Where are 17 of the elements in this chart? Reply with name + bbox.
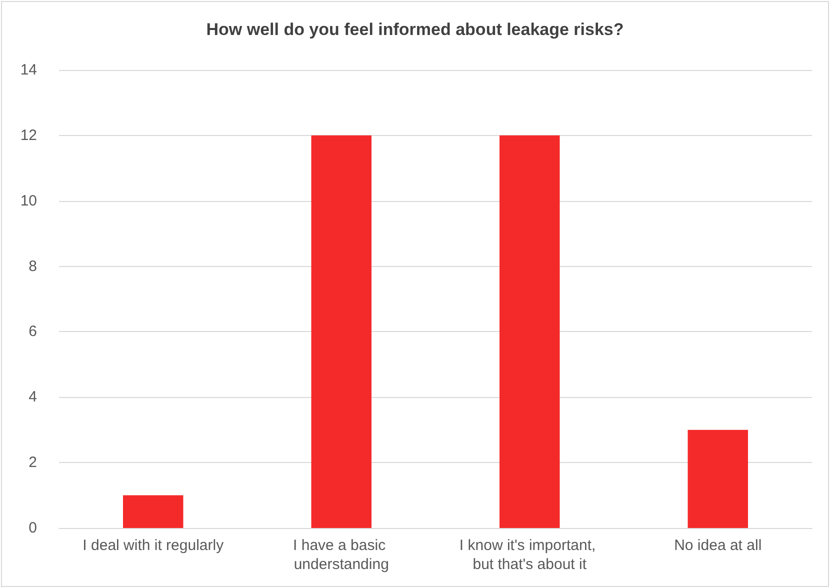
x-tick-label: I deal with it regularly (82, 537, 224, 554)
bar (500, 135, 560, 528)
y-tick-label: 14 (20, 62, 37, 78)
x-tick-label: I have a basic understanding (293, 537, 390, 573)
x-tick-label: No idea at all (674, 537, 762, 554)
y-tick-label: 12 (20, 126, 37, 144)
y-tick-label: 0 (28, 520, 37, 536)
y-tick-label: 6 (28, 323, 37, 340)
y-tick-label: 2 (28, 454, 37, 472)
y-tick-label: 8 (28, 258, 37, 275)
y-tick-label: 10 (20, 192, 37, 210)
chart-title: How well do you feel informed about leakage risks? (206, 20, 624, 39)
bar (688, 430, 748, 528)
bar (311, 135, 372, 528)
bar (123, 495, 184, 528)
y-tick-label: 4 (28, 388, 37, 406)
x-tick-label: I know it's important, but that's about it (459, 537, 600, 573)
